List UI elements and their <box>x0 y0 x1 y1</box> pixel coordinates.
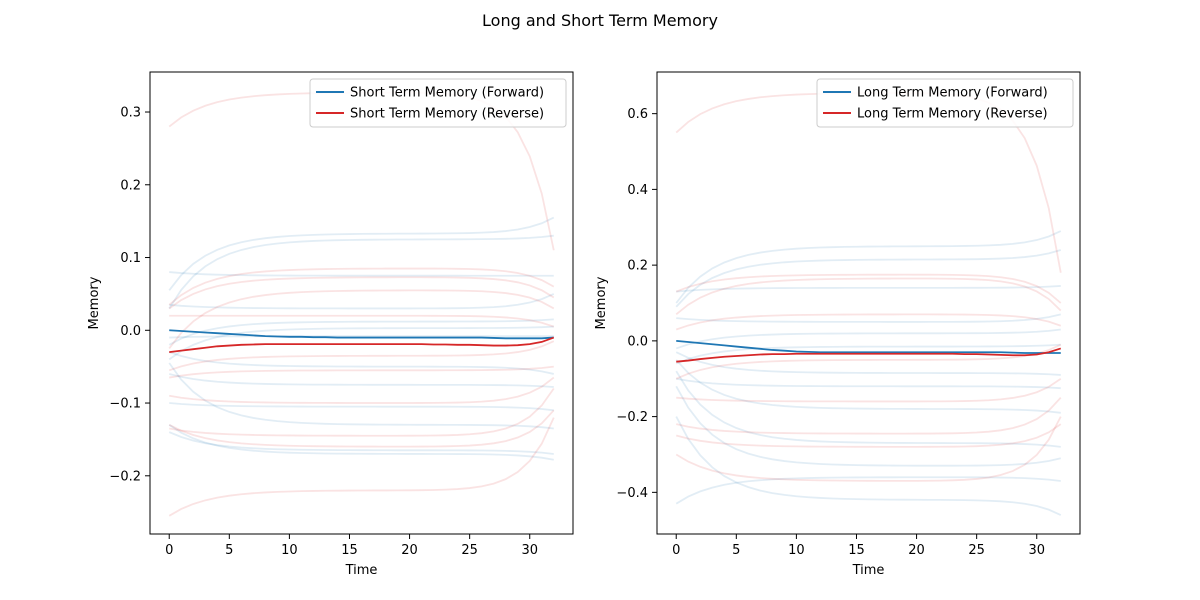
background-reverse-line <box>675 416 1062 482</box>
background-reverse-line <box>168 289 555 350</box>
y-tick-label: 0.0 <box>120 324 141 339</box>
x-tick-label: 20 <box>908 543 925 558</box>
background-forward-line <box>168 318 554 346</box>
y-tick-label: 0.1 <box>120 251 141 266</box>
x-tick-label: 20 <box>401 543 418 558</box>
figure-title: Long and Short Term Memory <box>482 11 718 30</box>
background-forward-line <box>675 416 1062 516</box>
background-reverse-line <box>675 273 1062 304</box>
background-forward-line <box>675 328 1061 350</box>
x-tick-label: 10 <box>281 543 298 558</box>
x-tick-label: 15 <box>848 543 865 558</box>
y-tick-label: 0.4 <box>627 183 648 198</box>
x-tick-label: 15 <box>341 543 358 558</box>
background-reverse-line <box>676 423 1062 448</box>
background-reverse-line <box>675 277 1062 316</box>
background-forward-line <box>168 362 554 430</box>
y-tick-label: −0.2 <box>616 410 648 425</box>
y-tick-label: −0.4 <box>616 486 648 501</box>
y-tick-label: −0.2 <box>109 469 141 484</box>
background-forward-line <box>676 285 1061 293</box>
background-reverse-line <box>168 417 555 517</box>
axes-frame <box>149 71 574 535</box>
background-forward-line <box>168 431 554 455</box>
long-term-memory-panel: 0 5 10 15 20 25 30 −0.4 −0.2 0.0 0.2 0.4 0.6 Time Memo… <box>594 71 1081 578</box>
y-tick-label: 0.3 <box>120 106 141 121</box>
background-reverse-line <box>676 397 1062 435</box>
background-forward-line <box>168 424 554 461</box>
background-forward-line <box>675 249 1062 308</box>
background-forward-line <box>168 234 554 309</box>
x-tick-label: 25 <box>461 543 478 558</box>
x-tick-label: 30 <box>1028 543 1045 558</box>
legend-box <box>309 78 567 128</box>
series-line-forward <box>169 329 554 340</box>
background-forward-line <box>675 370 1061 448</box>
background-forward-line <box>169 402 554 412</box>
x-tick-label: 5 <box>225 543 233 558</box>
background-forward-line <box>676 377 1061 390</box>
axes-frame <box>656 71 1081 535</box>
series-line-forward <box>676 339 1061 354</box>
legend-label: Short Term Memory (Reverse) <box>350 107 544 122</box>
plot-area <box>168 91 555 517</box>
series-line-reverse <box>676 347 1062 363</box>
background-reverse-line <box>676 377 1062 403</box>
background-reverse-line <box>168 276 555 310</box>
y-tick-label: 0.0 <box>627 334 648 349</box>
y-axis-label: Memory <box>87 276 102 329</box>
background-forward-line <box>168 351 554 375</box>
background-reverse-line <box>169 314 555 328</box>
y-tick-label: 0.2 <box>120 178 141 193</box>
y-tick-label: −0.1 <box>109 397 141 412</box>
background-reverse-line <box>168 409 555 448</box>
background-reverse-line <box>168 340 555 372</box>
y-tick-label: 0.2 <box>627 259 648 274</box>
background-forward-line <box>675 385 1061 467</box>
background-forward-line <box>676 313 1061 323</box>
background-reverse-line <box>169 376 555 404</box>
x-tick-label: 0 <box>165 543 173 558</box>
legend-label: Long Term Memory (Forward) <box>857 86 1048 101</box>
legend-box <box>816 78 1074 128</box>
x-axis-label: Time <box>345 563 378 578</box>
background-forward-line <box>169 293 555 310</box>
legend-label: Short Term Memory (Forward) <box>350 86 544 101</box>
background-forward-line <box>169 373 554 388</box>
background-forward-line <box>169 335 554 339</box>
background-reverse-line <box>168 267 555 306</box>
background-reverse-line <box>169 365 554 379</box>
background-forward-line <box>675 351 1061 376</box>
legend: Long Term Memory (Forward) Long Term Memo… <box>816 78 1074 128</box>
x-tick-label: 5 <box>732 543 740 558</box>
background-forward-line <box>169 271 554 277</box>
x-tick-label: 25 <box>968 543 985 558</box>
legend: Short Term Memory (Forward) Short Term Me… <box>309 78 567 128</box>
background-reverse-line <box>675 343 1062 380</box>
y-axis-label: Memory <box>594 276 609 329</box>
background-forward-line <box>675 359 1061 414</box>
background-forward-line <box>675 476 1061 505</box>
background-forward-line <box>168 216 555 291</box>
legend-label: Long Term Memory (Reverse) <box>857 107 1048 122</box>
background-reverse-line <box>169 387 555 437</box>
x-tick-label: 30 <box>521 543 538 558</box>
x-axis-label: Time <box>852 563 885 578</box>
series-line-reverse <box>169 336 555 354</box>
background-forward-line <box>675 230 1062 304</box>
short-term-memory-panel: 0 5 10 15 20 25 30 −0.2 −0.1 0.0 0.1 0.2 0.3 Time Memo… <box>87 71 574 578</box>
background-reverse-line <box>675 313 1062 331</box>
x-tick-label: 10 <box>788 543 805 558</box>
x-tick-label: 0 <box>672 543 680 558</box>
background-forward-line <box>675 343 1061 365</box>
y-tick-label: 0.6 <box>627 107 648 122</box>
